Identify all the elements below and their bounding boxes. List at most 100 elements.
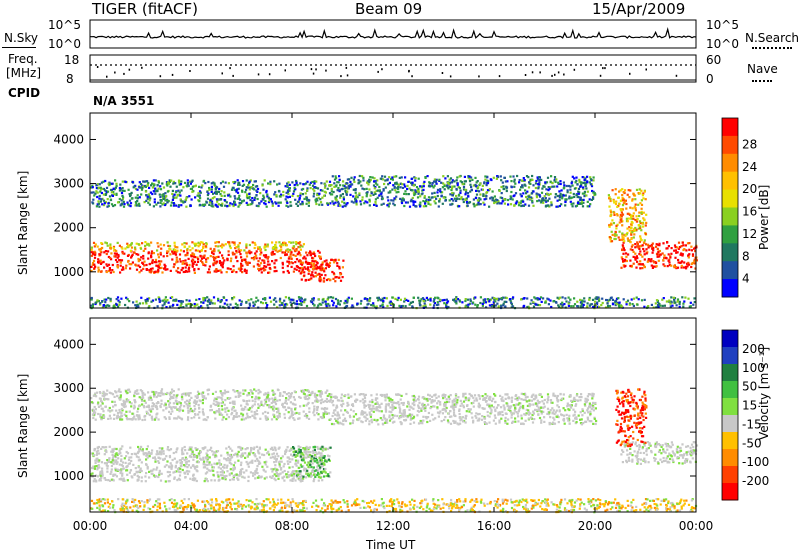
power-data-cell [607, 304, 610, 307]
power-data-cell [548, 187, 551, 190]
power-data-cell [230, 257, 233, 260]
velocity-data-cell [317, 447, 320, 450]
nave-tick-lo: 0 [706, 72, 714, 86]
power-data-cell [123, 252, 126, 255]
power-data-cell [237, 244, 240, 247]
velocity-data-cell [276, 399, 279, 402]
power-data-cell [397, 296, 400, 299]
power-data-cell [616, 214, 619, 217]
power-data-cell [347, 185, 350, 188]
power-data-cell [407, 180, 410, 183]
power-data-cell [258, 202, 261, 205]
power-data-cell [608, 223, 611, 227]
power-data-cell [182, 250, 185, 253]
power-data-cell [611, 189, 614, 192]
power-data-cell [159, 243, 162, 246]
power-data-cell [233, 241, 236, 244]
velocity-data-cell [198, 454, 201, 457]
power-data-cell [328, 180, 332, 183]
power-data-cell [119, 259, 122, 262]
velocity-data-cell [241, 454, 244, 457]
power-data-cell [154, 179, 157, 182]
power-data-cell [662, 263, 665, 266]
velocity-data-cell [246, 394, 249, 397]
power-data-cell [214, 190, 217, 193]
power-data-cell [411, 305, 414, 308]
power-data-cell [96, 299, 99, 302]
power-data-cell [693, 300, 696, 304]
power-data-cell [191, 265, 194, 268]
power-data-cell [223, 194, 226, 197]
power-data-cell [293, 183, 296, 187]
velocity-data-cell [219, 474, 222, 477]
power-data-cell [154, 187, 157, 190]
velocity-data-cell [119, 472, 122, 475]
power-data-cell [264, 248, 267, 252]
power-data-cell [281, 261, 284, 264]
power-data-cell [144, 180, 147, 183]
power-data-cell [305, 251, 308, 254]
power-data-cell [432, 300, 436, 303]
power-data-cell [299, 261, 302, 264]
velocity-data-cell [212, 473, 215, 476]
power-data-cell [414, 177, 417, 180]
power-data-cell [611, 233, 614, 236]
velocity-data-cell [322, 463, 325, 467]
power-data-cell [531, 201, 534, 204]
power-data-cell [253, 196, 257, 199]
power-data-cell [557, 297, 560, 300]
power-data-cell [197, 245, 200, 248]
power-data-cell [161, 193, 164, 197]
power-data-cell [348, 178, 351, 181]
power-data-cell [566, 191, 569, 194]
velocity-data-cell [226, 470, 229, 473]
power-data-cell [272, 246, 275, 249]
velocity-data-cell [94, 465, 97, 468]
power-data-cell [169, 253, 172, 256]
power-data-cell [240, 262, 243, 265]
power-data-cell [217, 190, 220, 193]
power-data-cell [300, 188, 303, 191]
power-data-cell [556, 199, 559, 202]
power-data-cell [220, 194, 223, 197]
power-data-cell [190, 303, 193, 306]
power-data-cell [466, 202, 469, 205]
power-data-cell [119, 264, 122, 267]
power-data-cell [571, 184, 574, 187]
power-data-cell [335, 276, 338, 279]
power-data-cell [669, 255, 672, 258]
power-data-cell [680, 264, 683, 267]
velocity-data-cell [305, 450, 308, 453]
power-data-cell [255, 254, 258, 257]
power-data-cell [256, 190, 259, 193]
power-data-cell [548, 197, 551, 200]
power-data-cell [150, 252, 153, 255]
velocity-data-cell [153, 475, 157, 478]
power-data-cell [258, 247, 261, 251]
velocity-data-cell [137, 451, 140, 454]
velocity-data-cell [236, 454, 239, 457]
power-colorbar-tick: 16 [742, 205, 757, 219]
velocity-data-cell [97, 466, 100, 469]
power-data-cell [345, 203, 348, 206]
power-data-cell [193, 260, 196, 263]
power-data-cell [213, 183, 216, 186]
power-data-cell [142, 180, 145, 183]
power-data-cell [382, 202, 385, 205]
power-data-cell [532, 184, 535, 187]
power-data-cell [210, 185, 213, 188]
power-data-cell [520, 204, 523, 208]
power-data-cell [481, 188, 484, 191]
power-data-cell [429, 299, 432, 302]
velocity-data-cell [257, 398, 260, 401]
power-data-cell [619, 216, 622, 219]
velocity-data-cell [97, 449, 100, 452]
power-data-cell [354, 195, 358, 198]
velocity-data-cell [207, 463, 210, 466]
power-data-cell [233, 243, 236, 246]
power-data-cell [663, 264, 666, 268]
power-data-cell [596, 305, 599, 308]
power-data-cell [305, 182, 308, 185]
power-data-cell [157, 266, 160, 269]
power-data-cell [452, 298, 455, 301]
